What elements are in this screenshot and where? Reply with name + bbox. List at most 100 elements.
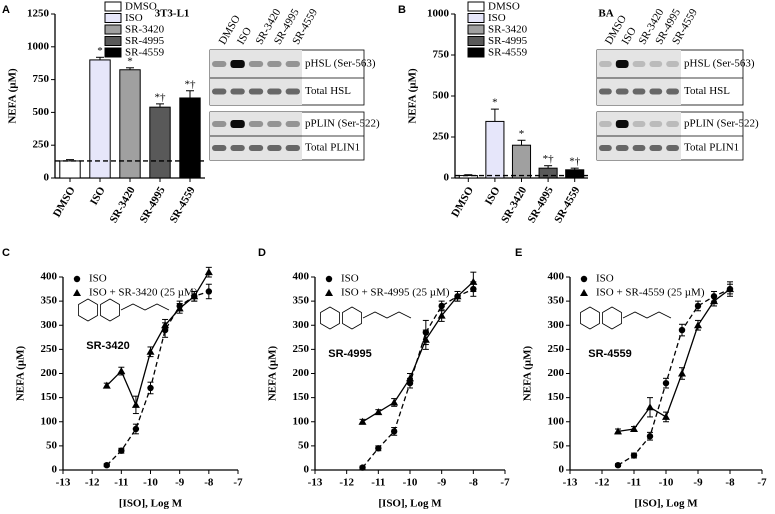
series-line: [362, 281, 474, 423]
structure-ring: [602, 306, 622, 330]
data-point: [190, 292, 199, 300]
structure-label: SR-4559: [588, 348, 631, 360]
data-point: [205, 288, 213, 295]
blot-band: [230, 120, 245, 128]
y-axis-label: NEFA (µM): [407, 68, 419, 124]
x-tick-label: -13: [56, 477, 71, 489]
legend-label: SR-4559: [488, 47, 528, 59]
blot-band: [649, 121, 663, 127]
legend-label: ISO: [89, 273, 107, 285]
y-tick-label: 250: [548, 343, 565, 355]
blot-row-label: pPLIN (Ser-522): [684, 118, 759, 130]
data-point: [646, 433, 654, 440]
blot-band: [615, 145, 629, 151]
x-tick-label: -8: [469, 477, 479, 489]
blot-band: [267, 145, 282, 151]
data-point: [161, 321, 170, 329]
legend-swatch: [104, 36, 122, 46]
data-point: [359, 464, 366, 471]
significance-label: *†: [185, 78, 197, 90]
data-point: [132, 425, 140, 433]
y-tick-label: 250: [293, 343, 310, 355]
data-point: [662, 412, 670, 420]
y-tick-label: 400: [548, 271, 565, 283]
data-point: [421, 335, 430, 343]
significance-label: *†: [155, 91, 167, 103]
y-tick-label: 150: [548, 391, 565, 403]
x-tick-label: DMSO: [51, 184, 78, 219]
data-point: [118, 447, 125, 454]
y-tick-label: 400: [293, 271, 310, 283]
x-tick-label: -11: [114, 477, 128, 489]
data-point: [438, 302, 445, 310]
x-tick-label: ISO: [88, 184, 108, 207]
x-tick-label: -12: [595, 477, 610, 489]
significance-label: *: [492, 97, 498, 109]
blot-band: [267, 88, 282, 95]
legend-swatch: [104, 47, 122, 58]
panel-letter: E: [515, 247, 522, 259]
x-tick-label: -13: [308, 477, 323, 489]
data-point: [374, 408, 383, 416]
blot-band: [285, 145, 300, 151]
y-tick-label: 50: [46, 439, 58, 451]
x-tick-label: SR-4559: [168, 184, 199, 225]
blot-image: [210, 50, 302, 105]
data-point: [614, 427, 622, 435]
legend-label: SR-4995: [488, 35, 528, 47]
x-tick-label: ISO: [483, 184, 503, 207]
x-tick-label: -12: [339, 477, 354, 489]
bar: [565, 169, 585, 179]
y-tick-label: 350: [293, 295, 310, 307]
data-point: [437, 311, 446, 319]
bar: [538, 167, 558, 179]
blot-band: [666, 88, 679, 95]
blot-band: [212, 145, 227, 151]
legend-marker: [580, 275, 588, 283]
legend-swatch: [104, 24, 122, 35]
y-tick-label: 0: [44, 172, 50, 184]
significance-label: *: [97, 45, 103, 57]
y-tick-label: 350: [41, 295, 58, 307]
data-point: [358, 417, 367, 425]
legend-marker: [73, 275, 81, 283]
legend-label: SR-4559: [125, 47, 165, 59]
data-point: [694, 321, 702, 329]
x-tick-label: -9: [175, 477, 185, 489]
y-tick-label: 750: [433, 49, 450, 61]
legend-label: DMSO: [125, 1, 157, 13]
y-tick-label: 350: [548, 295, 565, 307]
data-point: [630, 452, 638, 459]
y-tick-label: 400: [41, 271, 58, 283]
structure-ring: [320, 306, 340, 330]
y-tick-label: 0: [304, 464, 310, 476]
legend-marker: [325, 289, 333, 296]
legend-label: ISO: [488, 12, 506, 24]
y-tick-label: 100: [41, 415, 58, 427]
blot-band: [666, 145, 679, 151]
x-axis-label: [ISO], Log M: [119, 498, 183, 510]
bar: [179, 97, 201, 179]
panel-letter: C: [2, 247, 10, 259]
blot-band: [615, 60, 629, 68]
x-tick-label: SR-4995: [138, 184, 169, 225]
legend-label: ISO: [596, 273, 614, 285]
lane-label: ISO: [235, 25, 254, 46]
data-point: [175, 304, 184, 312]
legend-marker: [325, 275, 333, 283]
series-line: [106, 290, 210, 466]
blot-band: [212, 88, 227, 95]
data-point: [630, 424, 638, 432]
x-tick-label: SR-3420: [108, 184, 139, 225]
x-tick-label: -8: [204, 477, 214, 489]
legend-swatch: [467, 47, 485, 58]
y-tick-label: 300: [293, 319, 310, 331]
y-tick-label: 1250: [27, 8, 50, 20]
data-point: [453, 292, 462, 300]
significance-label: *: [519, 128, 525, 140]
structure-ring: [580, 306, 600, 330]
bar: [511, 144, 532, 179]
y-tick-label: 0: [52, 464, 58, 476]
blot-row-label: pPLIN (Ser-522): [305, 118, 380, 130]
